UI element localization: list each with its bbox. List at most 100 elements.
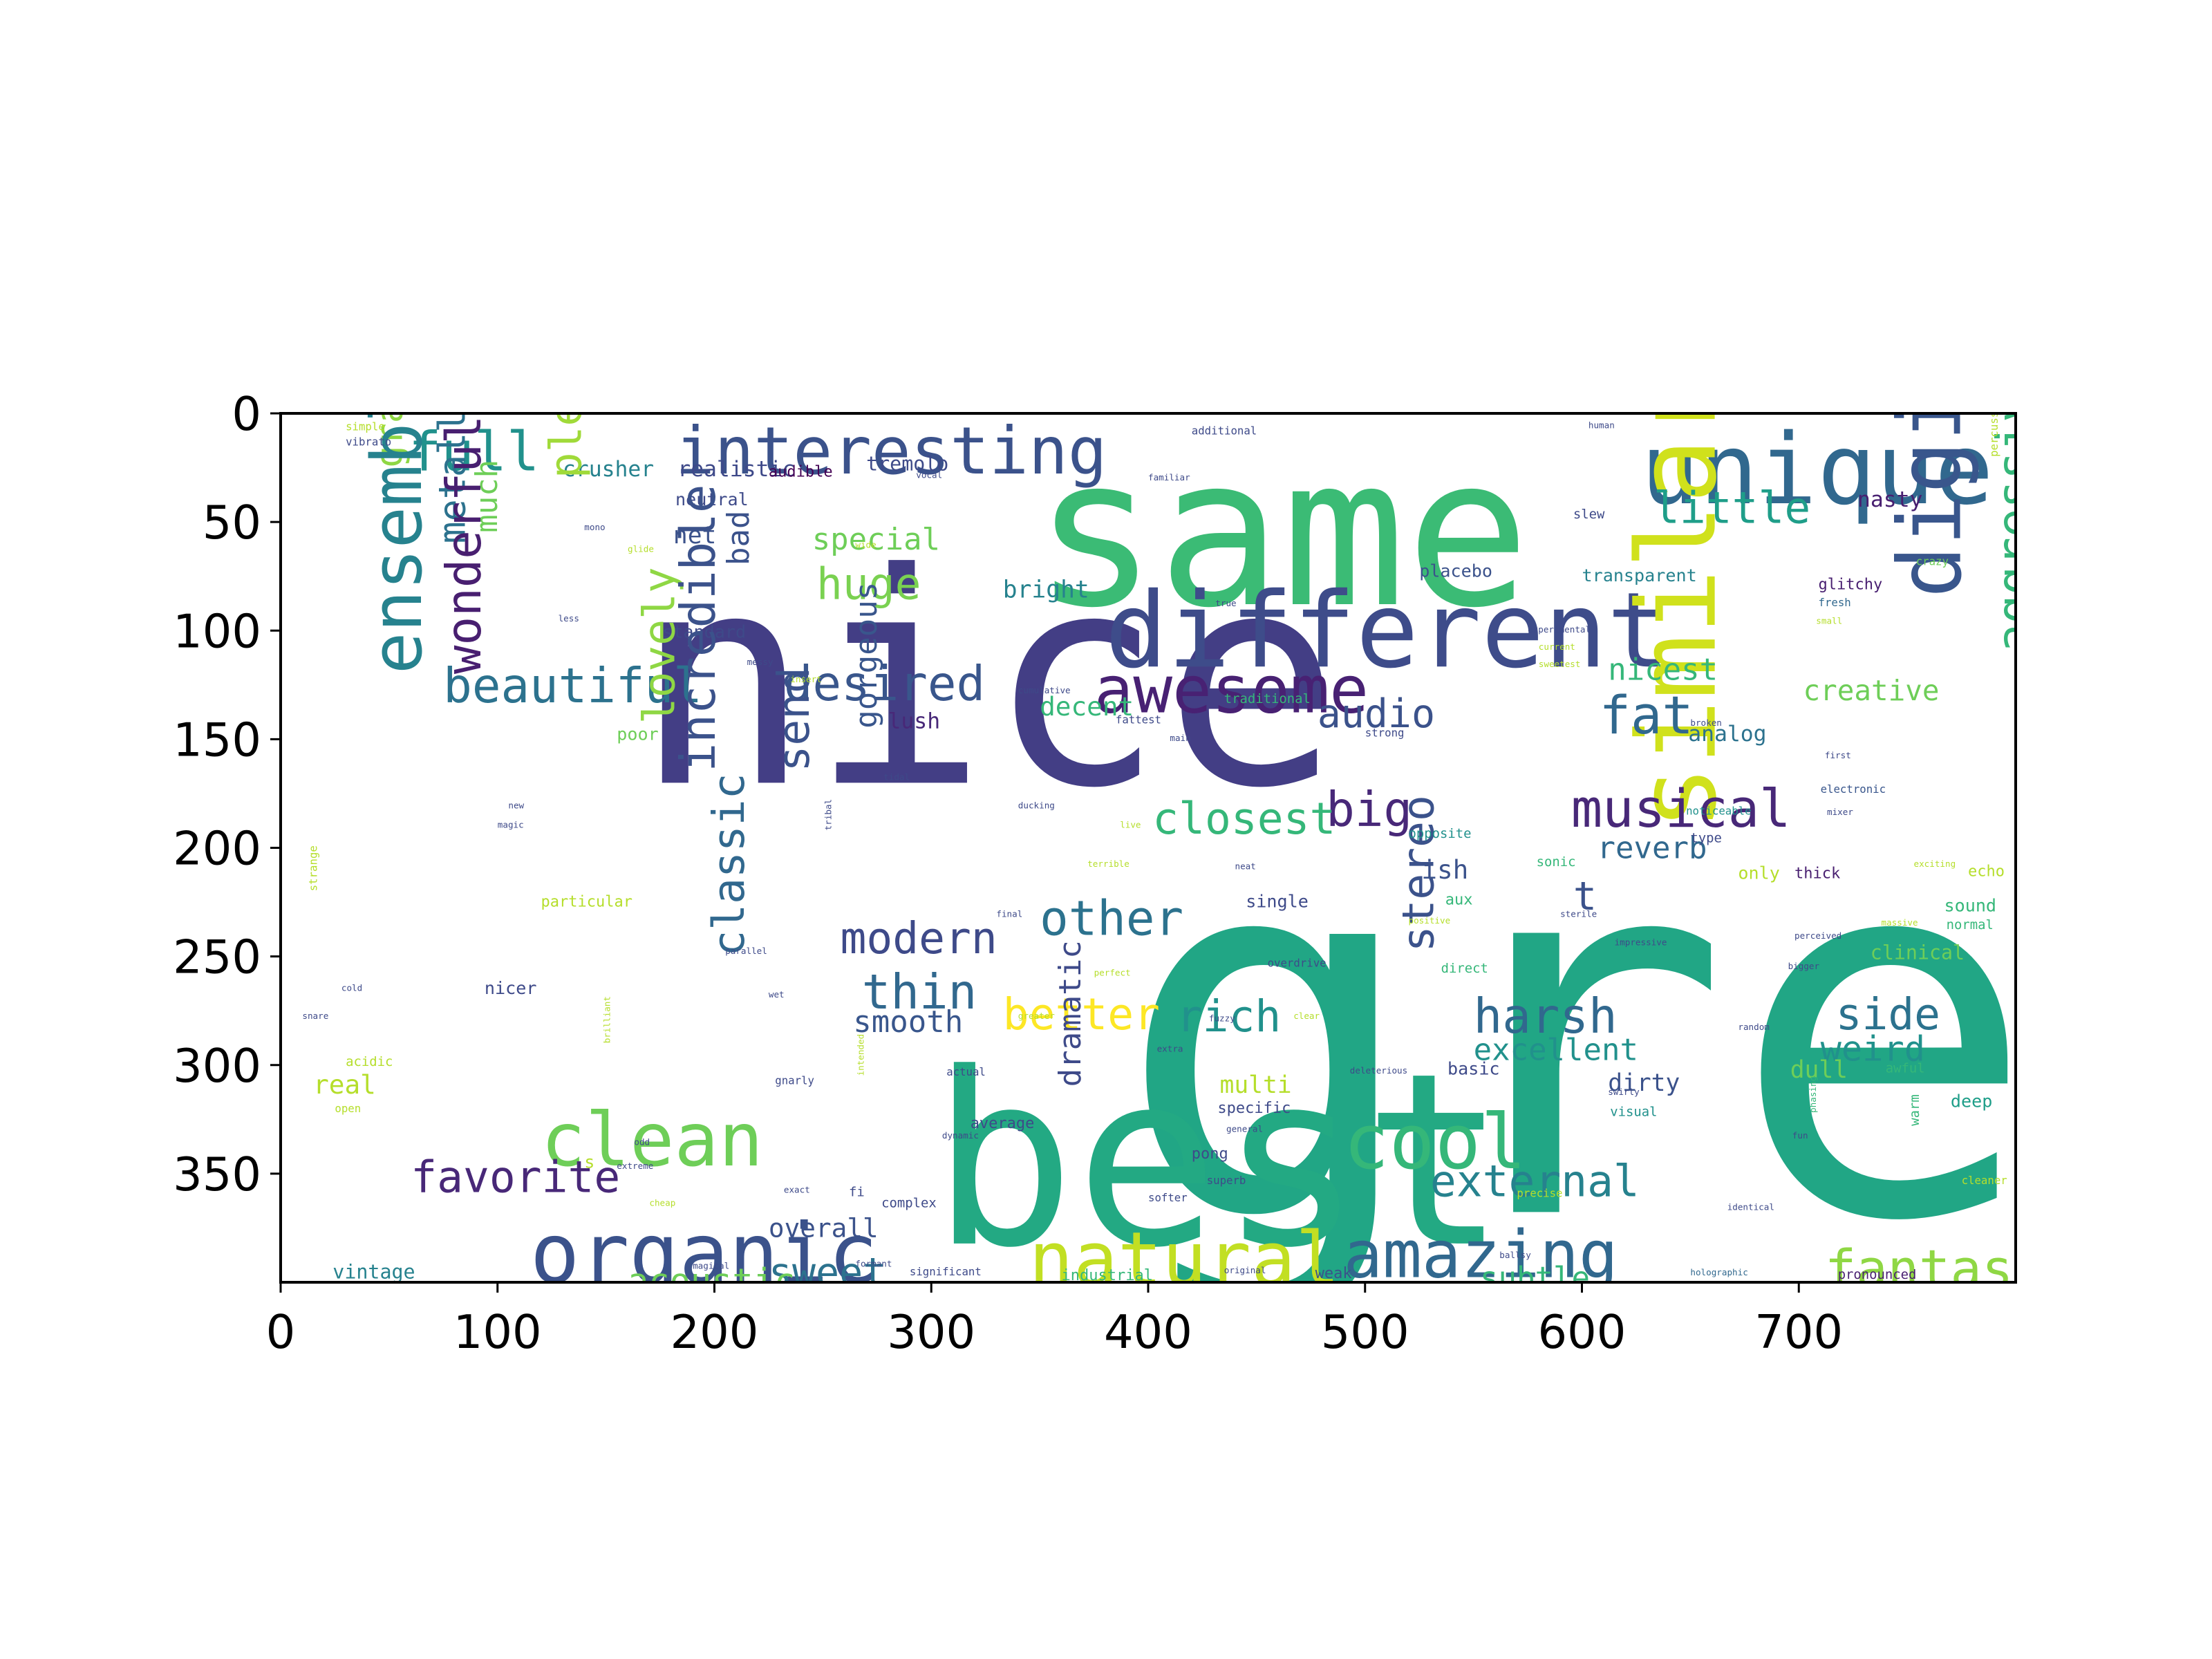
word-neat: neat [1235, 861, 1256, 871]
word-send: send [769, 667, 819, 771]
word-small: small [1816, 615, 1842, 626]
word-pong: pong [1192, 1145, 1228, 1163]
word-direct: direct [1441, 961, 1488, 976]
word-nasty: nasty [1857, 487, 1923, 512]
word-complex: complex [881, 1195, 937, 1210]
word-mixer: mixer [1827, 807, 1853, 817]
word-fuzzy: fuzzy [1209, 1013, 1235, 1023]
word-favorite: favorite [411, 1152, 620, 1203]
word-crusher: crusher [563, 457, 654, 482]
word-clean: clean [541, 1098, 764, 1183]
word-decent: decent [1040, 691, 1134, 722]
word-special: special [812, 522, 940, 557]
word-deep: deep [1951, 1091, 1992, 1112]
word-neutral: neutral [675, 489, 749, 509]
word-clinical: clinical [1871, 941, 1965, 964]
word-opposite: opposite [1409, 826, 1472, 841]
word-significant: significant [910, 1265, 982, 1278]
word-gorgeous: gorgeous [849, 582, 884, 729]
word-musical: musical [1571, 778, 1791, 839]
word-live: live [1120, 820, 1141, 830]
word-multi: multi [1220, 1071, 1292, 1099]
word-beautiful: beautiful [443, 659, 702, 714]
word-metallic: metallic [431, 366, 474, 543]
word-current: current [1539, 641, 1575, 652]
word-dull: dull [1790, 1056, 1848, 1084]
word-experimental: experimental [1528, 624, 1591, 635]
x-tick-label: 400 [1104, 1305, 1192, 1359]
word-familiar: familiar [1148, 472, 1190, 482]
word-phasing: phasing [1808, 1076, 1818, 1113]
word-perceived: perceived [1794, 930, 1841, 941]
word-granular: granular [368, 290, 411, 467]
word-similar: similar [1615, 373, 1741, 830]
word-slew: slew [1573, 507, 1605, 522]
word-incredible: incredible [671, 485, 727, 772]
word-bright: bright [1003, 577, 1089, 604]
x-tick-label: 200 [671, 1305, 759, 1359]
word-crazy: crazy [1916, 554, 1949, 568]
word-audible: audible [769, 463, 833, 480]
y-tick-label: 100 [173, 604, 261, 658]
word-echo: echo [1968, 863, 2005, 881]
word-sonic: sonic [1537, 854, 1576, 870]
word-pleasant: pleasant [541, 269, 592, 478]
word-random: random [1738, 1022, 1770, 1032]
word-strange: strange [307, 845, 320, 891]
word-wonderful: wonderful [437, 415, 492, 674]
word-first: first [1825, 750, 1851, 760]
word-poor: poor [617, 724, 658, 744]
word-bigger: bigger [1788, 961, 1820, 971]
word-messy: messy [747, 657, 774, 667]
word-single: single [1246, 891, 1309, 911]
word-subtle: subtle [1480, 1261, 1590, 1296]
word-cold: cold [341, 982, 362, 993]
word-fattest: fattest [1116, 713, 1161, 727]
word-precise: precise [1517, 1187, 1562, 1200]
word-dirty: dirty [1608, 1069, 1680, 1097]
word-big: big [1326, 782, 1412, 838]
word-acidic: acidic [346, 1054, 393, 1069]
word-organic: organic [530, 1206, 878, 1302]
word-traditional: traditional [1224, 691, 1311, 706]
word-sound: sound [1944, 896, 1997, 916]
word-brilliant: brilliant [601, 996, 612, 1043]
word-s: s [584, 1152, 594, 1172]
word-little: little [1653, 483, 1810, 534]
word-aggressive: aggressive [1987, 365, 2043, 653]
word-bad: bad [721, 511, 756, 565]
word-fun: fun [1792, 1130, 1808, 1141]
word-gnarly: gnarly [775, 1074, 814, 1087]
word-massive: massive [1882, 917, 1918, 928]
word-magical: magical [693, 1261, 729, 1271]
word-net: net [673, 522, 716, 550]
word-simple: simple [346, 420, 385, 433]
word-dramatic: dramatic [1053, 940, 1088, 1087]
word-external: external [1430, 1156, 1640, 1207]
word-new: new [508, 800, 524, 810]
x-tick-label: 700 [1754, 1305, 1843, 1359]
word-less: less [559, 613, 579, 624]
word-transparent: transparent [1582, 565, 1697, 585]
y-tick-label: 50 [203, 496, 261, 550]
x-axis: 0 100 200 300 400 500 600 700 [266, 1282, 1843, 1359]
word-cheap: cheap [649, 1197, 675, 1208]
y-tick-label: 300 [173, 1039, 261, 1093]
word-holographic: holographic [1690, 1267, 1747, 1277]
word-glitchy: glitchy [1819, 577, 1883, 594]
word-magic: magic [498, 820, 524, 830]
word-superb: superb [1207, 1174, 1246, 1187]
word-weird: weird [1821, 1028, 1925, 1069]
y-axis: 0 50 100 150 200 250 300 350 [173, 387, 281, 1201]
word-odd: odd [634, 1137, 650, 1147]
word-main: main [1170, 733, 1190, 743]
y-tick-label: 150 [173, 713, 261, 767]
word-side: side [1836, 989, 1940, 1040]
word-dynamic: dynamic [942, 1130, 979, 1141]
word-visual: visual [1610, 1104, 1657, 1119]
word-electronic: electronic [1821, 782, 1886, 796]
word-ballsy: ballsy [1499, 1250, 1531, 1260]
word-softer: softer [1148, 1191, 1188, 1204]
x-tick-label: 100 [453, 1305, 542, 1359]
